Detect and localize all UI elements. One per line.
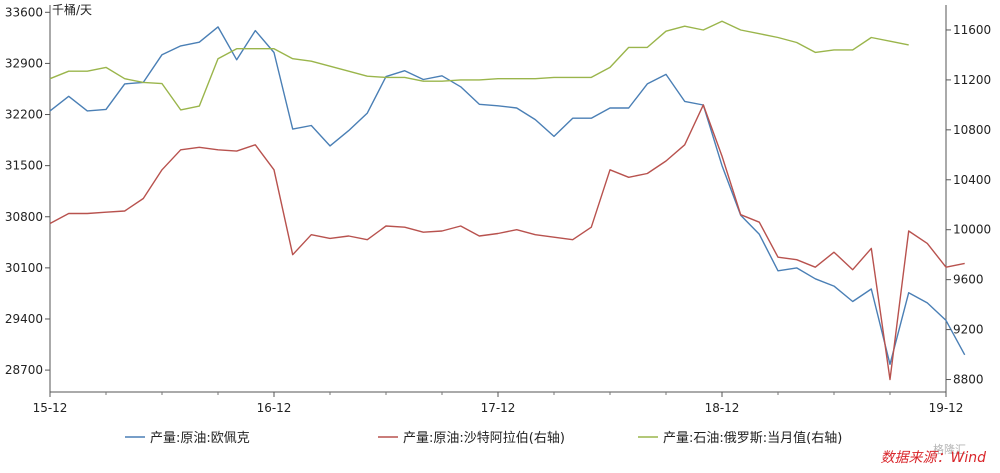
right-tick-label: 11200 (953, 73, 991, 87)
left-axis-unit: 千桶/天 (52, 2, 92, 17)
x-tick-label: 19-12 (929, 401, 964, 415)
left-tick-label: 33600 (5, 5, 43, 19)
legend: 产量:原油:欧佩克 产量:原油:沙特阿拉伯(右轴) 产量:石油:俄罗斯:当月值(右轴… (125, 430, 842, 446)
right-tick-label: 10400 (953, 173, 991, 187)
left-tick-label: 30800 (5, 210, 43, 224)
legend-label-3: 产量:石油:俄罗斯:当月值(右轴) (663, 430, 842, 446)
left-tick-label: 31500 (5, 159, 43, 173)
series-line-3 (49, 20, 909, 111)
ticks-layer: 33600 32900 32200 31500 30800 30100 29400 28700… (5, 5, 991, 415)
x-tick-label: 15-12 (33, 401, 68, 415)
right-tick-label: 8800 (953, 373, 984, 387)
axes (49, 5, 947, 393)
watermark: 格隆汇 (933, 443, 966, 456)
right-tick-label: 9200 (953, 323, 984, 337)
x-tick-label: 16-12 (257, 401, 292, 415)
legend-label-1: 产量:原油:欧佩克 (150, 431, 250, 446)
series-line-1 (49, 26, 966, 365)
series-layer (49, 20, 966, 381)
left-tick-label: 32900 (5, 56, 43, 70)
right-tick-label: 11600 (953, 23, 991, 37)
x-tick-label: 18-12 (705, 401, 740, 415)
left-tick-label: 30100 (5, 261, 43, 275)
left-tick-label: 28700 (5, 363, 43, 377)
right-tick-label: 9600 (953, 273, 984, 287)
left-tick-label: 29400 (5, 312, 43, 326)
series-line-2 (49, 104, 965, 381)
right-tick-label: 10800 (953, 123, 991, 137)
left-tick-label: 32200 (5, 108, 43, 122)
legend-label-2: 产量:原油:沙特阿拉伯(右轴) (403, 431, 565, 446)
right-tick-label: 10000 (953, 223, 991, 237)
data-source: 数据来源：Wind (880, 450, 987, 466)
x-tick-label: 17-12 (481, 401, 516, 415)
